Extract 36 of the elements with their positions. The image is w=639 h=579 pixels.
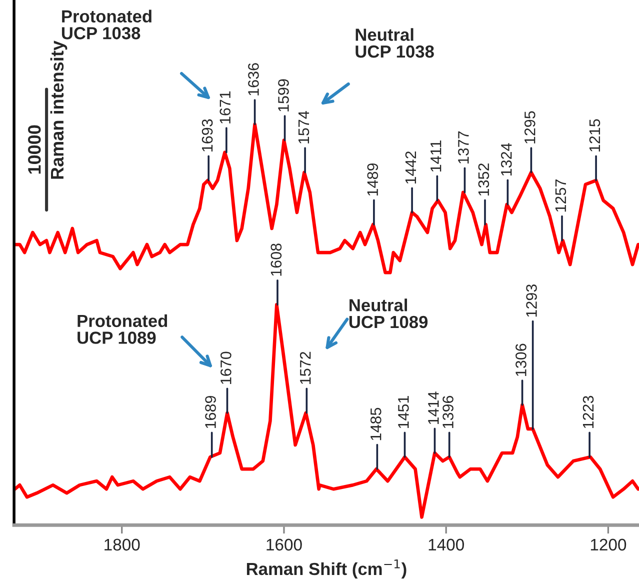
x-tick-label: 1800	[104, 538, 140, 551]
annotation: 1489	[367, 163, 378, 196]
annotation: 1293	[526, 284, 537, 317]
annotation: 1306	[516, 344, 526, 376]
annotation: 1608	[270, 244, 282, 276]
y-axis-title: Raman intensity	[50, 40, 68, 179]
annotation: 1451	[398, 396, 409, 428]
annotation: 1689	[205, 396, 216, 428]
text: Protonated UCP 1038	[62, 10, 152, 40]
annotation: 1671	[220, 91, 231, 124]
x-axis-title: Raman Shift (cm$^{−1}$)	[246, 559, 406, 579]
annotation: 1670	[220, 352, 232, 384]
annotation: 1377	[458, 131, 469, 164]
annotation: 1295	[524, 111, 536, 144]
x-tick-label: 1600	[266, 538, 302, 551]
x-tick-label: 1400	[428, 538, 464, 551]
annotation: 1636	[248, 63, 259, 96]
annotation: 10000	[28, 125, 41, 174]
annotation: Neutral UCP 1089	[349, 298, 428, 328]
annotation: 1574	[298, 111, 310, 144]
annotation: 1411	[430, 140, 442, 172]
x-tick-label: 1200	[590, 538, 626, 551]
annotation: 1599	[278, 79, 289, 112]
annotation: 1324	[500, 143, 512, 176]
annotation: 1693	[202, 119, 213, 152]
annotation: 1442	[405, 151, 416, 184]
annotation: 1414	[428, 392, 439, 424]
annotation: 1396	[442, 396, 454, 428]
annotation: 1257	[555, 180, 566, 212]
text: Neutral UCP 1038	[356, 28, 434, 58]
annotation: 1572	[300, 352, 311, 384]
annotation: 1215	[589, 119, 600, 152]
annotation: 1352	[478, 163, 490, 196]
annotation: 1485	[370, 408, 382, 440]
annotation: 1223	[582, 396, 594, 428]
annotation: Protonated UCP 1089	[78, 314, 168, 344]
